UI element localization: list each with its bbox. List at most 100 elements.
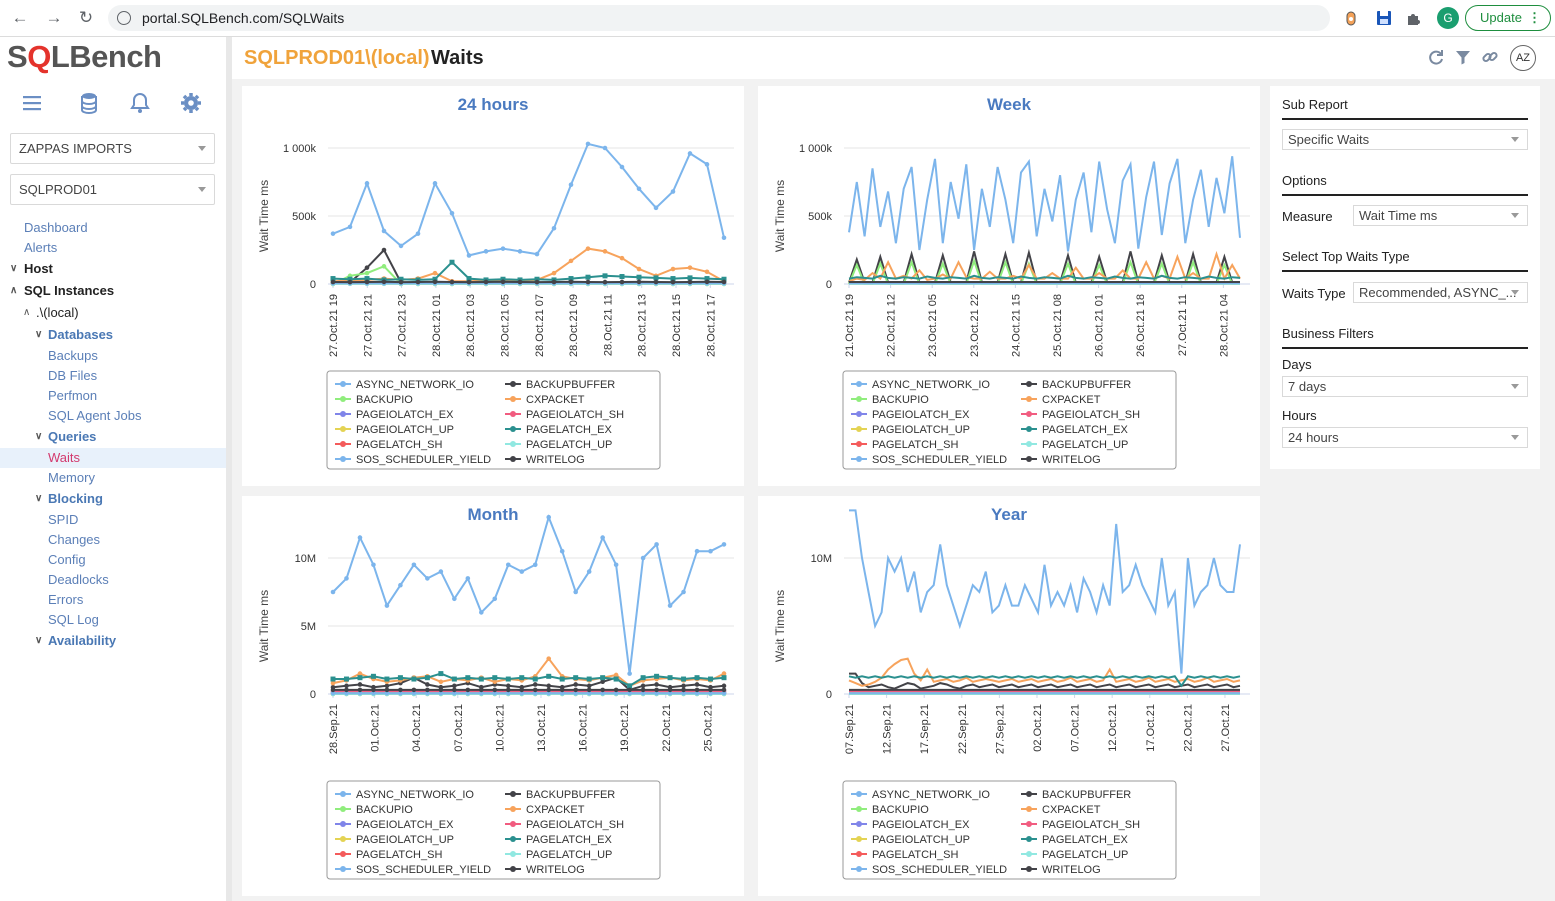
- puzzle-extensions-icon[interactable]: [1404, 8, 1424, 28]
- legend-marker: [1026, 806, 1032, 812]
- nav-alerts[interactable]: Alerts: [24, 240, 58, 255]
- update-button[interactable]: Update ⋮: [1465, 5, 1551, 31]
- legend-item-async-network-io: ASYNC_NETWORK_IO: [851, 379, 990, 391]
- data-point: [532, 682, 538, 687]
- nav-config[interactable]: Config: [48, 552, 86, 567]
- series-line: [848, 250, 1241, 283]
- data-point: [411, 562, 417, 568]
- data-point: [546, 514, 552, 520]
- days-select[interactable]: 7 days: [1282, 376, 1528, 397]
- nav-memory[interactable]: Memory: [48, 470, 95, 485]
- link-icon[interactable]: [1481, 48, 1499, 66]
- series-sos-scheduler-yield: [330, 690, 727, 696]
- nav-sql-instances[interactable]: ∧ SQL Instances: [0, 281, 226, 301]
- nav-errors[interactable]: Errors: [48, 592, 84, 607]
- legend-item-cxpacket: CXPACKET: [505, 394, 585, 406]
- data-point: [640, 687, 646, 693]
- database-icon[interactable]: [77, 91, 101, 115]
- sub-report-select[interactable]: Specific Waits: [1282, 129, 1528, 150]
- bell-icon[interactable]: [128, 91, 152, 115]
- filter-icon[interactable]: [1454, 48, 1472, 66]
- nav-queries[interactable]: ∨ Queries: [0, 427, 226, 447]
- data-point: [687, 265, 693, 270]
- company-select[interactable]: ZAPPAS IMPORTS: [10, 133, 215, 164]
- y-tick-label: 500k: [292, 211, 316, 223]
- save-disk-icon[interactable]: [1374, 8, 1394, 28]
- legend-marker: [856, 836, 862, 842]
- data-point: [534, 276, 540, 282]
- data-point: [465, 690, 471, 696]
- extension-bottle-icon[interactable]: [1341, 8, 1361, 28]
- nav-db-files[interactable]: DB Files: [48, 368, 98, 383]
- legend-marker: [510, 456, 516, 462]
- gear-icon[interactable]: [179, 91, 203, 115]
- back-arrow-icon[interactable]: ←: [11, 8, 29, 27]
- nav-blocking[interactable]: ∨ Blocking: [0, 489, 226, 509]
- options-heading: Options: [1282, 173, 1528, 196]
- hamburger-menu-icon[interactable]: [20, 91, 44, 115]
- profile-avatar[interactable]: G: [1437, 7, 1459, 29]
- data-point: [708, 690, 713, 696]
- data-point: [330, 231, 336, 236]
- data-point: [546, 687, 552, 693]
- forward-arrow-icon[interactable]: →: [45, 8, 63, 27]
- filter-panel: Sub Report Specific Waits Options Measur…: [1270, 86, 1540, 469]
- app-logo[interactable]: SQLBench: [7, 39, 162, 74]
- data-point: [667, 675, 673, 681]
- nav-sql-log[interactable]: SQL Log: [48, 612, 99, 627]
- data-point: [381, 247, 387, 253]
- data-point: [357, 675, 363, 681]
- data-point: [449, 279, 455, 285]
- data-point: [519, 687, 525, 693]
- legend-item-pagelatch-up: PAGELATCH_UP: [1021, 439, 1128, 451]
- nav-deadlocks[interactable]: Deadlocks: [48, 572, 109, 587]
- x-tick-label: 17.Sep.21: [919, 704, 931, 754]
- data-point: [451, 676, 457, 682]
- x-tick-label: 28.Oct.21 07: [534, 294, 546, 357]
- sidebar-divider[interactable]: [226, 37, 232, 901]
- data-point: [452, 683, 457, 689]
- legend-marker: [510, 836, 516, 842]
- user-avatar[interactable]: AZ: [1510, 45, 1536, 71]
- legend-item-pagelatch-ex: PAGELATCH_EX: [1021, 834, 1128, 846]
- data-point: [371, 690, 376, 696]
- data-point: [438, 687, 444, 693]
- legend-marker: [856, 851, 862, 857]
- legend-item-sos-scheduler-yield: SOS_SCHEDULER_YIELD: [851, 454, 1007, 466]
- nav-host[interactable]: ∨ Host: [0, 259, 226, 279]
- refresh-icon[interactable]: [1427, 48, 1445, 66]
- more-menu-icon[interactable]: ⋮: [1528, 10, 1541, 25]
- data-point: [347, 276, 353, 282]
- nav-local-instance[interactable]: ∧ .\(local): [0, 303, 226, 323]
- series-backupbuffer: [849, 672, 1241, 690]
- data-point: [708, 548, 713, 554]
- measure-select[interactable]: Wait Time ms: [1353, 205, 1528, 226]
- legend-marker: [340, 456, 346, 462]
- nav-availability[interactable]: ∨ Availability: [0, 631, 226, 651]
- nav-sql-agent-jobs[interactable]: SQL Agent Jobs: [48, 408, 142, 423]
- series-line: [848, 257, 1240, 285]
- address-bar[interactable]: portal.SQLBench.com/SQLWaits: [108, 5, 1330, 31]
- data-point: [600, 687, 605, 693]
- legend-marker: [1026, 456, 1032, 462]
- reload-icon[interactable]: ↻: [78, 8, 94, 27]
- nav-databases[interactable]: ∨ Databases: [0, 325, 226, 345]
- data-point: [449, 210, 455, 216]
- server-select[interactable]: SQLPROD01: [10, 174, 215, 205]
- data-point: [398, 243, 404, 249]
- waits-type-select[interactable]: Recommended, ASYNC_...: [1353, 282, 1528, 303]
- nav-perfmon[interactable]: Perfmon: [48, 388, 98, 403]
- legend-item-writelog: WRITELOG: [505, 454, 585, 466]
- nav-waits[interactable]: Waits: [0, 448, 226, 468]
- nav-dashboard[interactable]: Dashboard: [24, 220, 88, 235]
- nav-changes[interactable]: Changes: [48, 532, 101, 547]
- data-point: [534, 251, 540, 257]
- data-point: [600, 690, 605, 696]
- data-point: [694, 690, 700, 696]
- nav-spid[interactable]: SPID: [48, 512, 79, 527]
- series-line: [332, 656, 725, 687]
- hours-select[interactable]: 24 hours: [1282, 427, 1528, 448]
- nav-backups[interactable]: Backups: [48, 348, 98, 363]
- data-point: [681, 683, 686, 689]
- chevron-down-icon: [1511, 384, 1519, 389]
